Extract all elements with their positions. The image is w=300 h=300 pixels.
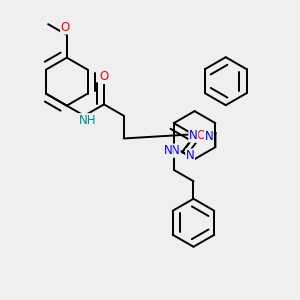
Text: O: O [196,130,206,142]
Text: N: N [205,130,213,143]
Text: N: N [171,144,180,157]
Text: N: N [164,144,172,157]
Text: N: N [189,129,198,142]
Text: N: N [186,149,194,162]
Text: O: O [61,21,70,34]
Text: O: O [99,70,109,83]
Text: NH: NH [79,114,96,127]
